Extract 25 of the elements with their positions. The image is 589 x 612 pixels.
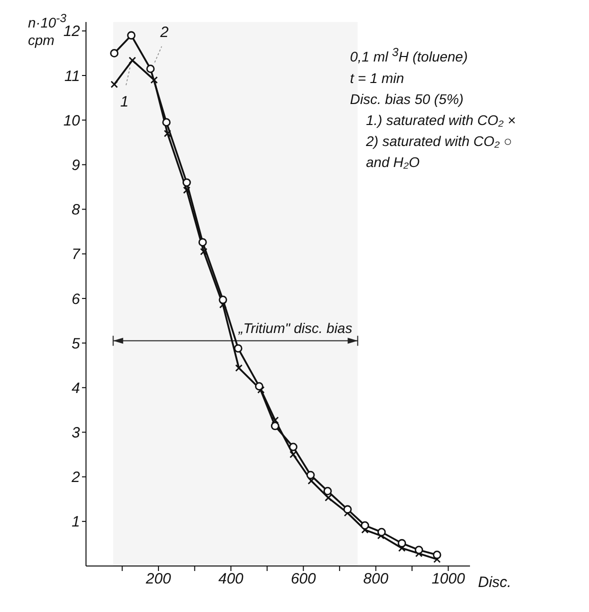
y-tick-label: 2 (70, 469, 81, 486)
annotation: 0,1 ml $^{3}$H (toluene) (350, 45, 469, 67)
y-tick-label: 3 (72, 424, 81, 442)
y-tick-label: 9 (72, 157, 81, 174)
annotation: 2) saturated with CO₂ ○ and H₂O (365, 132, 514, 172)
series-label: 2 (159, 24, 170, 41)
annotation: t = 1 min (350, 68, 406, 88)
y-tick-label: 11 (64, 68, 80, 85)
x-axis-title: Disc. (478, 574, 512, 591)
annotation: 1.) saturated with CO₂ × (365, 110, 517, 130)
y-tick-label: 10 (63, 112, 81, 130)
x-tick-label: 600 (290, 570, 317, 588)
y-tick-label: 4 (72, 380, 80, 397)
x-tick-label: 200 (144, 570, 172, 588)
y-tick-label: 1 (72, 514, 80, 531)
x-tick-label: 400 (218, 570, 244, 588)
band-label: „Tritium" disc. bias (238, 320, 352, 336)
annotation: Disc. bias 50 (5%) (350, 90, 465, 109)
y-tick-label: 7 (72, 246, 81, 264)
y-tick-label: 5 (72, 335, 81, 352)
y-tick-label: 6 (72, 290, 81, 308)
y-tick-label: 8 (72, 202, 81, 219)
x-tick-label: 800 (363, 570, 389, 588)
series-label: 1 (120, 93, 129, 110)
x-tick-label: 1000 (432, 570, 466, 588)
